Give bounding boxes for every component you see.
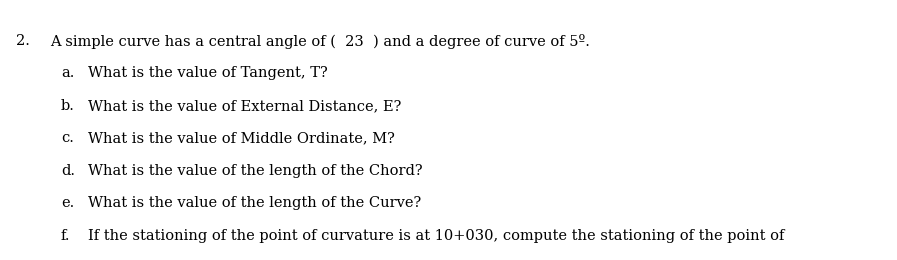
Text: What is the value of the length of the Chord?: What is the value of the length of the C…	[88, 164, 422, 178]
Text: e.: e.	[61, 196, 74, 210]
Text: What is the value of Tangent, T?: What is the value of Tangent, T?	[88, 66, 327, 80]
Text: f.: f.	[61, 229, 71, 243]
Text: What is the value of Middle Ordinate, M?: What is the value of Middle Ordinate, M?	[88, 131, 395, 145]
Text: If the stationing of the point of curvature is at 10+030, compute the stationing: If the stationing of the point of curvat…	[88, 229, 784, 243]
Text: d.: d.	[61, 164, 75, 178]
Text: 2.: 2.	[16, 34, 30, 48]
Text: c.: c.	[61, 131, 74, 145]
Text: a.: a.	[61, 66, 74, 80]
Text: b.: b.	[61, 99, 74, 113]
Text: What is the value of the length of the Curve?: What is the value of the length of the C…	[88, 196, 422, 210]
Text: A simple curve has a central angle of (  23  ) and a degree of curve of 5º.: A simple curve has a central angle of ( …	[50, 34, 590, 49]
Text: What is the value of External Distance, E?: What is the value of External Distance, …	[88, 99, 401, 113]
